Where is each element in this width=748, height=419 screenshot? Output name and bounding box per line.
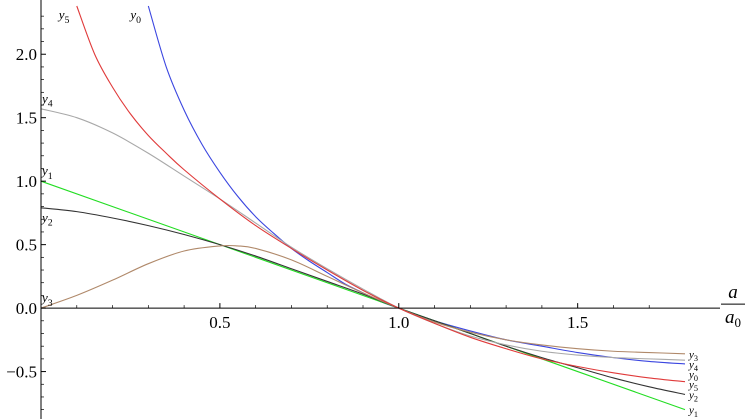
series-label-y4-right: y4 (688, 359, 698, 373)
series-label-y2-left: y2 (40, 210, 53, 229)
series-label-y4-left: y4 (40, 91, 53, 110)
series-label-y1-left: y1 (40, 163, 53, 182)
y-tick-label: −0.5 (6, 363, 37, 382)
series-label-y0-top: y0 (128, 7, 141, 26)
series-label-y5-right: y5 (688, 379, 698, 393)
x-axis-denominator: a0 (725, 307, 741, 330)
x-tick-label: 1.5 (567, 313, 588, 332)
series-label-y1-right: y1 (688, 405, 698, 419)
series-line-y1 (40, 180, 686, 411)
series-label-y3-left: y3 (40, 290, 53, 309)
series-line-y4 (40, 108, 686, 361)
series-label-y2-right: y2 (688, 389, 698, 403)
y-tick-label: 1.5 (16, 109, 37, 128)
series-line-y5 (76, 5, 686, 383)
x-axis-variable: a a0 (721, 282, 745, 330)
series-label-y0-right: y0 (688, 369, 698, 383)
axes-layer (40, 0, 720, 419)
y-tick-label: 1.0 (16, 172, 37, 191)
y-tick-label: 0.5 (16, 236, 37, 255)
series-line-y0 (147, 5, 686, 365)
x-tick-label: 0.5 (209, 313, 230, 332)
x-axis-numerator: a (728, 282, 738, 303)
series-label-y5-top: y5 (57, 7, 70, 26)
series-label-y3-right: y3 (688, 349, 698, 363)
y-tick-label: 0.0 (16, 299, 37, 318)
x-tick-label: 1.0 (388, 313, 409, 332)
series-line-y2 (40, 207, 686, 395)
series-line-y3 (40, 244, 686, 355)
ticks-layer: 0.5 1.0 1.5 −0.5 0.0 0.5 1.0 1.5 2.0 (6, 15, 650, 411)
series-layer (40, 5, 686, 411)
y-tick-label: 2.0 (16, 45, 37, 64)
